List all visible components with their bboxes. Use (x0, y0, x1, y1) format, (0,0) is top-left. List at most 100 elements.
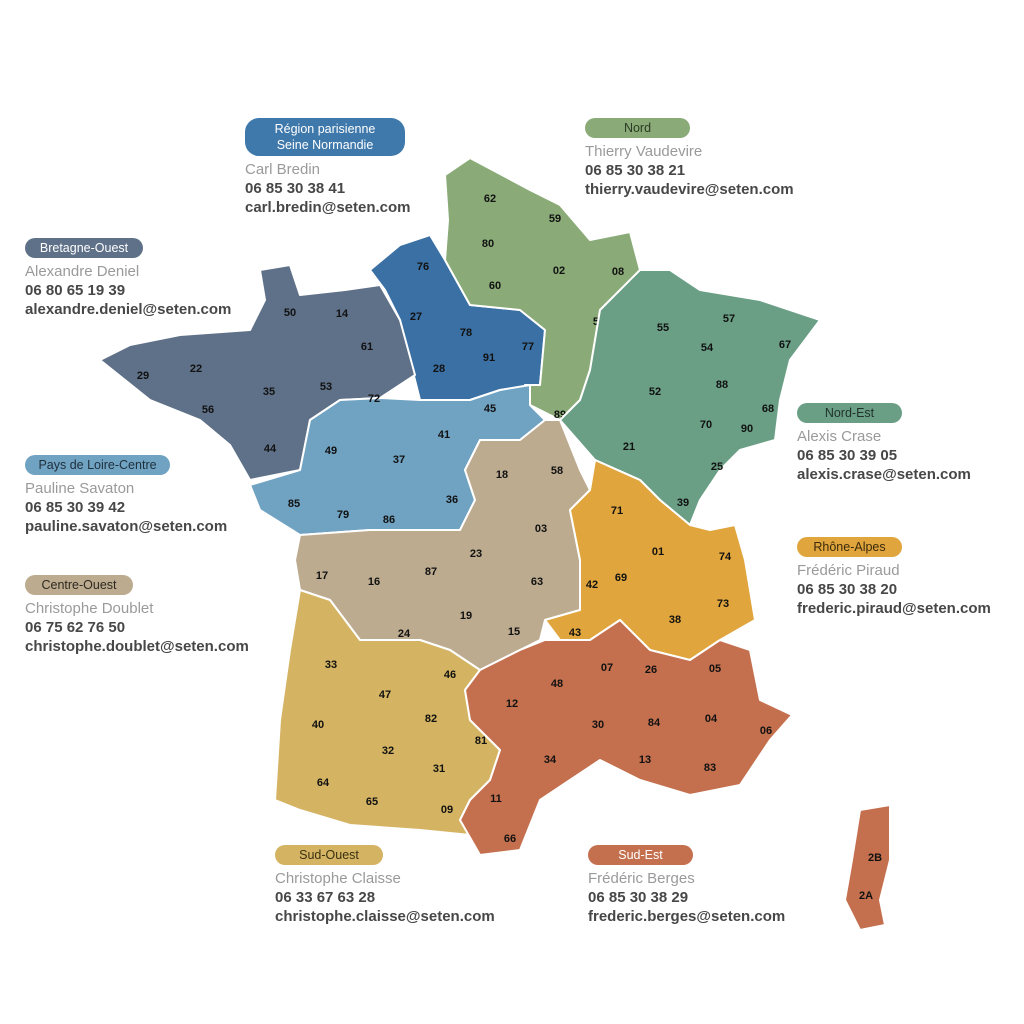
department-label: 44 (264, 443, 277, 455)
department-label: 91 (483, 352, 495, 364)
region-badge: Sud-Est (588, 845, 693, 865)
department-label: 28 (433, 363, 445, 375)
department-label: 48 (551, 678, 563, 690)
department-label: 25 (711, 461, 723, 473)
department-label: 81 (475, 735, 487, 747)
department-label: 68 (762, 403, 774, 415)
region-sud-ouest: 33 47 46 40 82 81 32 31 64 65 09 (274, 589, 501, 836)
department-label: 03 (535, 523, 547, 535)
contact-email[interactable]: carl.bredin@seten.com (245, 199, 411, 216)
department-label: 83 (704, 762, 716, 774)
region-badge: Bretagne-Ouest (25, 238, 143, 258)
contact-card-nord-est: Nord-Est Alexis Crase 06 85 30 39 05 alexis… (797, 403, 971, 484)
department-label: 31 (433, 763, 445, 775)
contact-phone: 06 85 30 38 41 (245, 180, 346, 197)
contact-card-loire: Pays de Loire-Centre Pauline Savaton 06 85… (25, 455, 227, 536)
region-badge: Rhône-Alpes (797, 537, 902, 557)
department-label: 58 (551, 465, 563, 477)
department-label: 49 (325, 445, 337, 457)
region-badge-label: Pays de Loire-Centre (38, 458, 157, 472)
department-label: 52 (649, 386, 661, 398)
department-label: 66 (504, 833, 516, 845)
department-label: 61 (361, 341, 373, 353)
contact-email[interactable]: thierry.vaudevire@seten.com (585, 181, 794, 198)
contact-email[interactable]: pauline.savaton@seten.com (25, 518, 228, 535)
department-label: 53 (320, 381, 332, 393)
department-label: 82 (425, 713, 437, 725)
department-label: 2A (859, 890, 873, 902)
contact-card-nord: Nord Thierry Vaudevire 06 85 30 38 21 thier… (585, 118, 794, 199)
department-label: 59 (549, 213, 561, 225)
contact-name: Alexis Crase (797, 428, 882, 445)
department-label: 24 (398, 628, 411, 640)
department-label: 45 (484, 403, 496, 415)
department-label: 2B (868, 852, 882, 864)
contact-phone: 06 85 30 38 20 (797, 581, 898, 598)
contact-card-sud-ouest: Sud-Ouest Christophe Claisse 06 33 67 63 2… (275, 845, 495, 926)
department-label: 54 (701, 342, 714, 354)
contact-email[interactable]: christophe.doublet@seten.com (25, 638, 249, 655)
contact-email[interactable]: alexandre.deniel@seten.com (25, 301, 232, 318)
region-sud-est: 48 07 26 05 12 30 84 04 06 34 13 83 11 66 2B 2A (459, 619, 891, 931)
region-badge-label: Rhône-Alpes (813, 540, 886, 554)
department-label: 57 (723, 313, 735, 325)
department-label: 70 (700, 419, 712, 431)
contact-phone: 06 85 30 38 29 (588, 889, 689, 906)
department-label: 76 (417, 261, 429, 273)
department-label: 35 (263, 386, 275, 398)
department-label: 04 (705, 713, 718, 725)
contact-email[interactable]: alexis.crase@seten.com (797, 466, 971, 483)
department-label: 56 (202, 404, 214, 416)
department-label: 65 (366, 796, 378, 808)
department-label: 18 (496, 469, 508, 481)
department-label: 86 (383, 514, 395, 526)
region-shape-sud-est (844, 804, 891, 931)
region-badge-label: Région parisienne (274, 122, 376, 136)
department-label: 63 (531, 576, 543, 588)
contact-name: Alexandre Deniel (25, 263, 140, 280)
contact-card-centre-ouest: Centre-Ouest Christophe Doublet 06 75 62 7… (25, 575, 249, 656)
department-label: 79 (337, 509, 349, 521)
contact-card-rp: Région parisienne Seine Normandie Carl Bre… (245, 118, 411, 217)
department-label: 36 (446, 494, 458, 506)
region-badge: Centre-Ouest (25, 575, 133, 595)
contact-phone: 06 80 65 19 39 (25, 282, 126, 299)
region-badge: Nord (585, 118, 690, 138)
contact-email[interactable]: frederic.piraud@seten.com (797, 600, 991, 617)
department-label: 39 (677, 497, 689, 509)
region-badge-label: Nord (623, 121, 652, 135)
contact-phone: 06 85 30 38 21 (585, 162, 686, 179)
department-label: 38 (669, 614, 681, 626)
region-badge-label: Centre-Ouest (41, 578, 117, 592)
department-label: 19 (460, 610, 472, 622)
department-label: 50 (284, 307, 296, 319)
contact-phone: 06 85 30 39 42 (25, 499, 126, 516)
department-label: 84 (648, 717, 661, 729)
department-label: 14 (336, 308, 349, 320)
department-label: 62 (484, 193, 496, 205)
department-label: 46 (444, 669, 456, 681)
contact-email[interactable]: frederic.berges@seten.com (588, 908, 786, 925)
department-label: 85 (288, 498, 300, 510)
department-label: 02 (553, 265, 565, 277)
contact-name: Christophe Doublet (25, 600, 154, 617)
department-label: 43 (569, 627, 581, 639)
region-shape-sud-est (459, 619, 793, 856)
department-label: 60 (489, 280, 501, 292)
department-label: 88 (716, 379, 728, 391)
department-label: 69 (615, 572, 627, 584)
department-label: 08 (612, 266, 624, 278)
contact-card-rhone: Rhône-Alpes Frédéric Piraud 06 85 30 38 20… (797, 537, 991, 618)
department-label: 17 (316, 570, 328, 582)
contact-card-sud-est: Sud-Est Frédéric Berges 06 85 30 38 29 fred… (588, 845, 785, 926)
contact-name: Frédéric Piraud (797, 562, 900, 579)
contact-email[interactable]: christophe.claisse@seten.com (275, 908, 495, 925)
department-label: 40 (312, 719, 324, 731)
contact-name: Carl Bredin (245, 161, 321, 178)
department-label: 67 (779, 339, 791, 351)
department-label: 29 (137, 370, 149, 382)
region-badge-label: Nord-Est (824, 406, 875, 420)
contact-phone: 06 33 67 63 28 (275, 889, 376, 906)
contact-phone: 06 75 62 76 50 (25, 619, 126, 636)
